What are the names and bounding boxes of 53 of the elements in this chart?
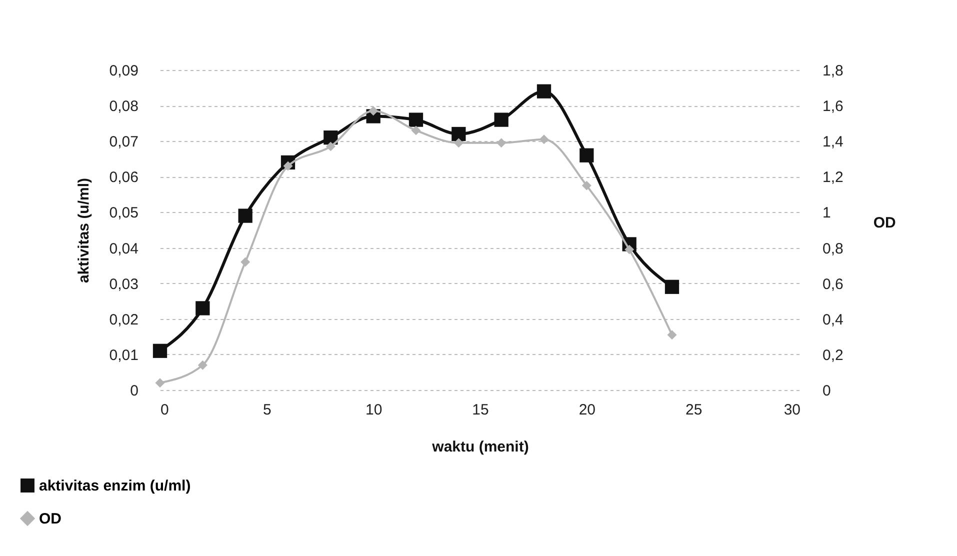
y-tick-label: 0 [130, 382, 138, 400]
y-tick-label: 0,03 [109, 276, 138, 293]
x-tick-label: 25 [685, 402, 702, 418]
point [152, 344, 168, 358]
point [539, 134, 549, 144]
point [155, 378, 165, 388]
point [454, 138, 464, 148]
y2-tick-label: 1 [822, 204, 831, 222]
y2-tick-label: 1,6 [822, 98, 844, 116]
y-tick-label: 0,06 [109, 169, 138, 186]
x-tick-label: 30 [784, 402, 800, 418]
y2-tick-label: 1,2 [822, 169, 844, 186]
y-tick-label: 0,09 [109, 62, 138, 80]
point [240, 257, 250, 267]
y-tick-label: 0,08 [109, 98, 138, 116]
x-tick-label: 15 [472, 402, 489, 418]
y-tick-label: 0,01 [109, 346, 138, 364]
x-tick-label: 20 [578, 402, 596, 418]
y2-tick-label: 0 [822, 382, 831, 400]
point [452, 126, 466, 142]
point [664, 280, 680, 294]
legend-label: aktivitas enzim (u/ml) [39, 478, 191, 494]
y2-tick-label: 0,4 [822, 311, 844, 328]
point [238, 208, 252, 223]
point [536, 84, 552, 98]
point [667, 330, 677, 340]
point [624, 244, 634, 254]
point [582, 180, 592, 190]
point [496, 138, 506, 148]
x-tick-label: 10 [365, 402, 382, 418]
y-tick-label: 0,02 [109, 311, 138, 328]
y2-tick-label: 0,8 [822, 240, 844, 258]
y2-tick-label: 1,4 [822, 134, 844, 151]
x-axis-title: waktu (menit) [431, 438, 529, 456]
y2-tick-label: 0,2 [822, 346, 844, 364]
y-tick-label: 0,05 [109, 204, 138, 222]
y-tick-label: 0,04 [109, 240, 138, 258]
point [196, 301, 210, 316]
point [494, 112, 508, 127]
y2-tick-label: 1,8 [822, 62, 844, 80]
y2-axis-title: OD [873, 214, 896, 232]
x-tick-label: 0 [160, 402, 169, 418]
legend-label: OD [39, 510, 62, 528]
y-tick-label: 0,07 [109, 134, 138, 151]
point [326, 142, 336, 152]
point [408, 112, 424, 127]
y-axis-title: aktivitas (u/ml) [75, 178, 92, 284]
y2-tick-label: 0,6 [822, 276, 844, 293]
x-tick-label: 5 [262, 402, 272, 418]
point [368, 106, 378, 116]
point [580, 148, 594, 162]
point [198, 360, 208, 370]
point [411, 126, 421, 136]
